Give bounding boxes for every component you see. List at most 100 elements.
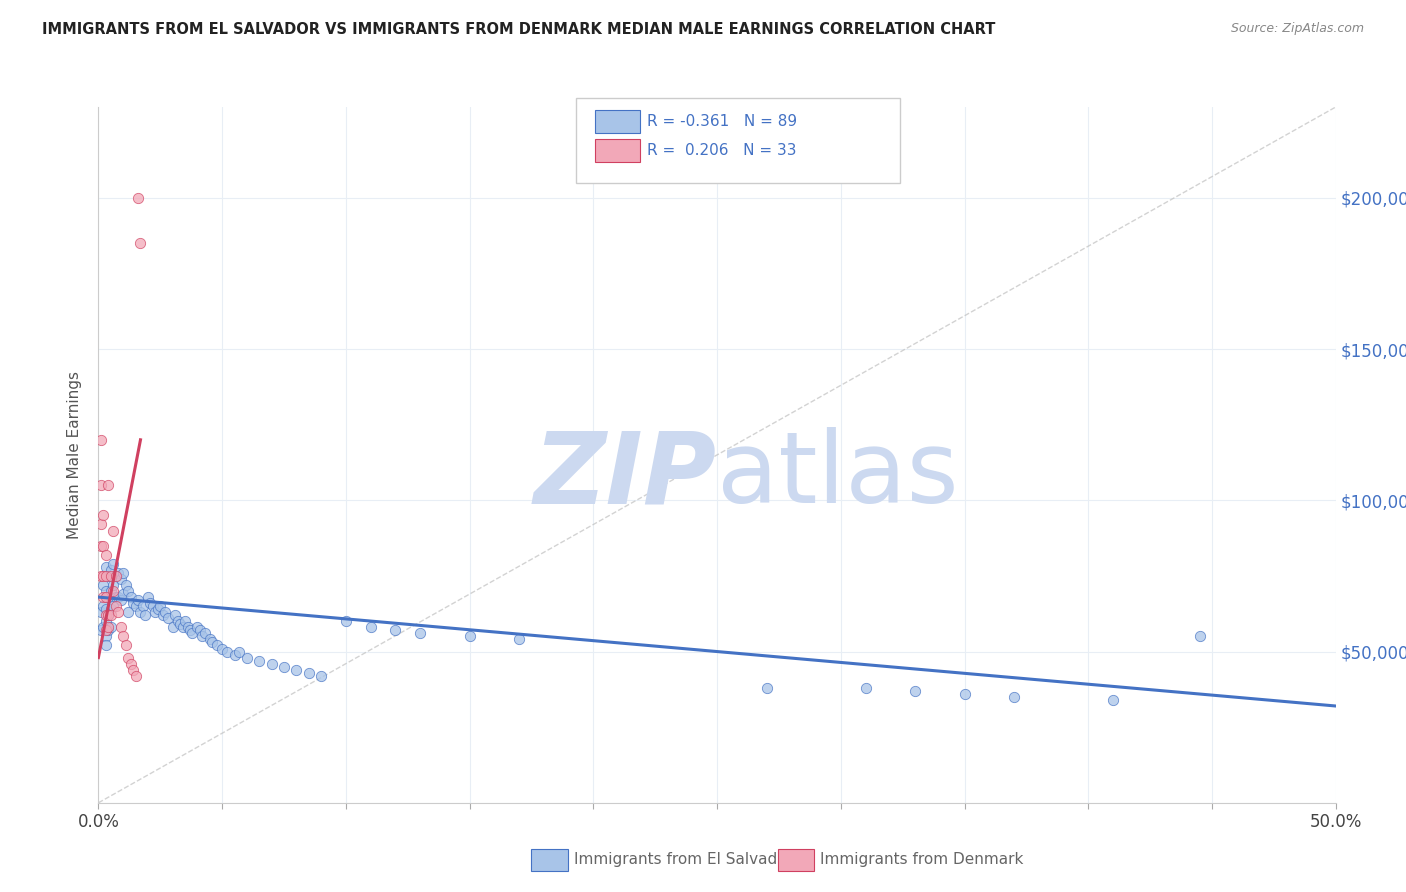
Point bbox=[93, 620, 115, 634]
Point bbox=[107, 590, 129, 604]
Point bbox=[149, 599, 172, 614]
Point bbox=[1002, 690, 1025, 704]
Point bbox=[103, 578, 125, 592]
Point bbox=[97, 620, 120, 634]
Point bbox=[90, 478, 112, 492]
Point bbox=[112, 587, 135, 601]
Point bbox=[110, 572, 132, 586]
Point bbox=[181, 626, 204, 640]
Point bbox=[124, 599, 146, 614]
Point bbox=[205, 639, 228, 653]
Point bbox=[93, 539, 115, 553]
Point bbox=[384, 624, 406, 638]
Point bbox=[1188, 629, 1211, 643]
Point bbox=[103, 557, 125, 571]
Point bbox=[129, 236, 152, 251]
Point bbox=[124, 669, 146, 683]
Point bbox=[94, 602, 117, 616]
Point bbox=[191, 629, 214, 643]
Point bbox=[855, 681, 877, 695]
Point bbox=[247, 654, 270, 668]
Text: Immigrants from Denmark: Immigrants from Denmark bbox=[820, 853, 1024, 867]
Text: IMMIGRANTS FROM EL SALVADOR VS IMMIGRANTS FROM DENMARK MEDIAN MALE EARNINGS CORR: IMMIGRANTS FROM EL SALVADOR VS IMMIGRANT… bbox=[42, 22, 995, 37]
Text: Immigrants from El Salvador: Immigrants from El Salvador bbox=[574, 853, 793, 867]
Point bbox=[458, 629, 481, 643]
Point bbox=[508, 632, 530, 647]
Point bbox=[169, 617, 191, 632]
Point bbox=[186, 620, 208, 634]
Point bbox=[104, 590, 127, 604]
Point bbox=[94, 624, 117, 638]
Point bbox=[236, 650, 259, 665]
Point bbox=[134, 608, 156, 623]
Point bbox=[112, 566, 135, 580]
Point bbox=[100, 608, 122, 623]
Point bbox=[260, 657, 283, 671]
Point bbox=[156, 611, 179, 625]
Point bbox=[107, 605, 129, 619]
Point bbox=[100, 584, 122, 599]
Point bbox=[129, 605, 152, 619]
Point bbox=[122, 663, 145, 677]
Point bbox=[97, 608, 120, 623]
Point bbox=[127, 191, 149, 205]
Point bbox=[162, 620, 184, 634]
Point bbox=[90, 433, 112, 447]
Point bbox=[211, 641, 233, 656]
Point bbox=[94, 584, 117, 599]
Point bbox=[90, 605, 112, 619]
Point bbox=[90, 569, 112, 583]
Point bbox=[112, 629, 135, 643]
Point bbox=[152, 608, 174, 623]
Point bbox=[143, 605, 166, 619]
Point bbox=[103, 584, 125, 599]
Point bbox=[132, 599, 155, 614]
Point bbox=[94, 615, 117, 629]
Point bbox=[298, 665, 321, 680]
Point bbox=[198, 632, 221, 647]
Point bbox=[174, 615, 197, 629]
Point bbox=[755, 681, 778, 695]
Point bbox=[201, 635, 224, 649]
Point bbox=[94, 548, 117, 562]
Point bbox=[285, 663, 308, 677]
Point bbox=[103, 599, 125, 614]
Point bbox=[117, 650, 139, 665]
Point bbox=[146, 602, 169, 616]
Point bbox=[93, 590, 115, 604]
Point bbox=[100, 620, 122, 634]
Point bbox=[94, 569, 117, 583]
Point bbox=[953, 687, 976, 701]
Point bbox=[117, 584, 139, 599]
Point bbox=[1102, 693, 1125, 707]
Point bbox=[94, 608, 117, 623]
Point bbox=[127, 593, 149, 607]
Point bbox=[97, 608, 120, 623]
Point bbox=[120, 657, 142, 671]
Point bbox=[100, 602, 122, 616]
Point bbox=[136, 590, 159, 604]
Point bbox=[142, 599, 165, 614]
Point bbox=[104, 599, 127, 614]
Point bbox=[309, 669, 332, 683]
Point bbox=[228, 644, 250, 658]
Point bbox=[93, 508, 115, 523]
Point bbox=[166, 615, 188, 629]
Point bbox=[120, 590, 142, 604]
Point bbox=[93, 599, 115, 614]
Point bbox=[94, 559, 117, 574]
Point bbox=[360, 620, 382, 634]
Point bbox=[224, 648, 246, 662]
Point bbox=[155, 605, 177, 619]
Point bbox=[104, 569, 127, 583]
Point bbox=[93, 578, 115, 592]
Y-axis label: Median Male Earnings: Median Male Earnings bbox=[67, 371, 83, 539]
Point bbox=[103, 524, 125, 538]
Point bbox=[90, 624, 112, 638]
Point bbox=[107, 566, 129, 580]
Text: Source: ZipAtlas.com: Source: ZipAtlas.com bbox=[1230, 22, 1364, 36]
Point bbox=[94, 590, 117, 604]
Point bbox=[110, 593, 132, 607]
Point bbox=[97, 624, 120, 638]
Point bbox=[93, 569, 115, 583]
